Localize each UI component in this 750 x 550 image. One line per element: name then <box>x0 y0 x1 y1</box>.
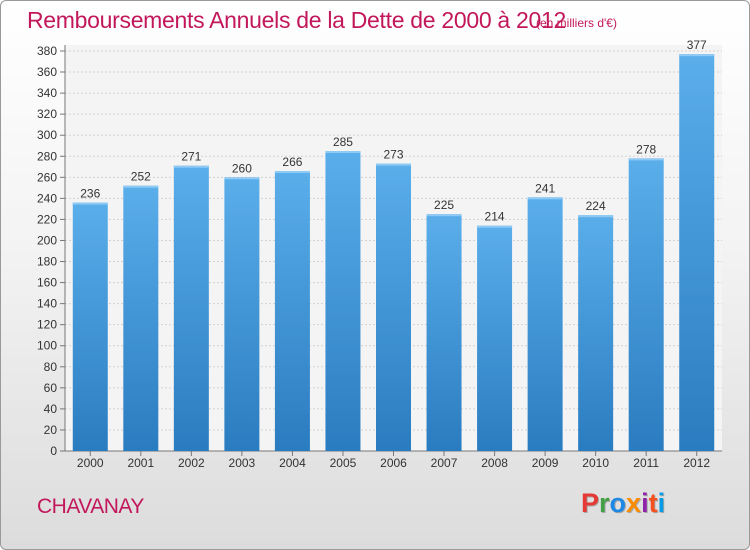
bar-value-label: 236 <box>80 187 100 201</box>
y-tick-label: 220 <box>37 212 57 226</box>
x-tick-label: 2009 <box>532 456 559 470</box>
x-tick-label: 2007 <box>431 456 458 470</box>
bar-value-label: 252 <box>131 170 151 184</box>
bar-value-label: 224 <box>586 199 606 213</box>
x-tick-label: 2004 <box>279 456 306 470</box>
y-tick-label: 360 <box>37 65 57 79</box>
bar-highlight <box>325 151 361 153</box>
y-tick-label: 0 <box>50 444 57 458</box>
bar-value-label: 271 <box>181 150 201 164</box>
y-tick-label: 320 <box>37 107 57 121</box>
proxiti-logo[interactable]: Proxiti <box>581 488 665 519</box>
bar-highlight <box>527 197 563 200</box>
y-tick-label: 60 <box>44 381 58 395</box>
bar-highlight <box>72 202 108 205</box>
y-tick-label: 80 <box>44 360 58 374</box>
bar-2002[interactable] <box>173 165 209 451</box>
y-tick-label: 120 <box>37 318 57 332</box>
bar-value-label: 377 <box>687 38 707 52</box>
bar-value-label: 225 <box>434 198 454 212</box>
x-tick-label: 2001 <box>127 456 154 470</box>
logo-letter: P <box>581 488 600 518</box>
bar-2003[interactable] <box>224 177 260 451</box>
x-tick-label: 2003 <box>229 456 256 470</box>
y-tick-label: 300 <box>37 128 57 142</box>
y-tick-label: 380 <box>37 44 57 58</box>
bar-value-label: 214 <box>485 210 505 224</box>
x-tick-label: 2011 <box>633 456 659 470</box>
bar-2010[interactable] <box>578 215 614 451</box>
bar-highlight <box>628 158 664 161</box>
y-tick-label: 100 <box>37 339 57 353</box>
bar-highlight <box>224 177 260 180</box>
x-tick-label: 2010 <box>582 456 609 470</box>
bar-2000[interactable] <box>72 202 108 451</box>
bar-value-label: 285 <box>333 135 353 149</box>
bar-highlight <box>477 225 513 228</box>
bar-2011[interactable] <box>628 158 664 452</box>
town-name: CHAVANAY <box>37 495 144 518</box>
bar-2001[interactable] <box>123 185 159 451</box>
bar-value-label: 266 <box>282 155 302 169</box>
y-tick-label: 260 <box>37 170 57 184</box>
bar-highlight <box>578 215 614 218</box>
y-tick-label: 340 <box>37 86 57 100</box>
chart-title: Remboursements Annuels de la Dette de 20… <box>27 7 566 33</box>
x-tick-label: 2006 <box>380 456 407 470</box>
bar-2007[interactable] <box>426 214 462 451</box>
bar-2004[interactable] <box>274 171 310 451</box>
x-tick-label: 2008 <box>481 456 508 470</box>
bar-2006[interactable] <box>376 163 411 451</box>
bar-value-label: 278 <box>636 142 656 156</box>
bar-highlight <box>123 185 159 188</box>
bar-2009[interactable] <box>527 197 563 451</box>
bar-highlight <box>376 163 411 166</box>
logo-letter: x <box>626 488 642 518</box>
x-tick-label: 2002 <box>178 456 205 470</box>
x-tick-label: 2000 <box>77 456 104 470</box>
y-tick-label: 180 <box>37 255 57 269</box>
y-tick-label: 160 <box>37 276 57 290</box>
bar-highlight <box>274 171 310 173</box>
bar-2008[interactable] <box>477 225 513 451</box>
bar-highlight <box>173 165 209 168</box>
bar-2012[interactable] <box>679 54 715 451</box>
y-tick-label: 240 <box>37 191 57 205</box>
bar-highlight <box>426 214 462 217</box>
bar-value-label: 260 <box>232 161 252 175</box>
x-tick-label: 2005 <box>330 456 357 470</box>
bar-2005[interactable] <box>325 151 361 451</box>
logo-letter: t <box>648 488 658 518</box>
logo-letter: i <box>641 488 649 518</box>
y-tick-label: 40 <box>44 402 58 416</box>
x-tick-label: 2012 <box>683 456 710 470</box>
bar-value-label: 241 <box>535 181 555 195</box>
logo-letter: r <box>599 488 610 518</box>
logo-letter: o <box>609 488 627 518</box>
y-tick-label: 280 <box>37 149 57 163</box>
bar-highlight <box>679 54 715 57</box>
bar-value-label: 273 <box>383 148 403 162</box>
y-tick-label: 200 <box>37 233 57 247</box>
logo-letter: i <box>657 488 666 518</box>
chart-subtitle: (en milliers d'€) <box>536 16 617 30</box>
y-tick-label: 20 <box>44 423 58 437</box>
y-tick-label: 140 <box>37 297 57 311</box>
